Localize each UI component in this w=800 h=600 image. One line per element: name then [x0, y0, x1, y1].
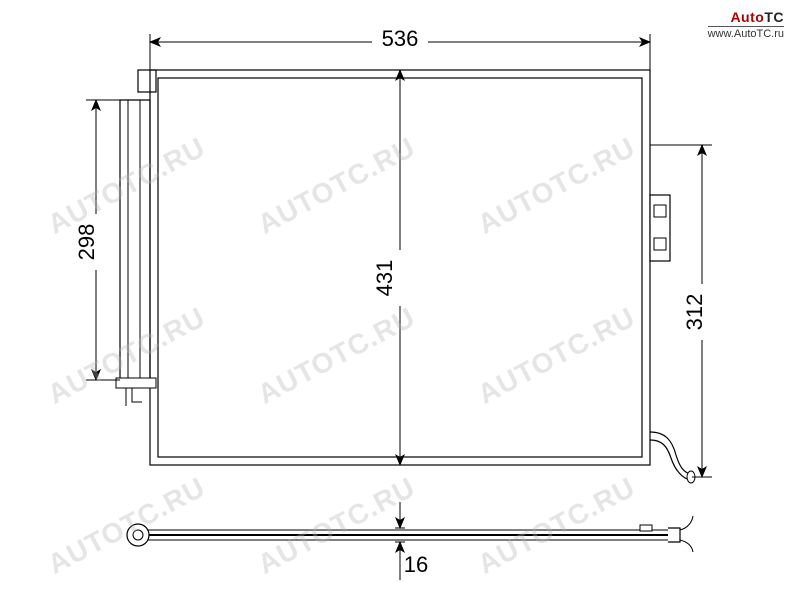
brand-logo: AutoTC www.AutoTC.ru — [708, 10, 784, 40]
dim-right-side: 312 — [682, 294, 707, 331]
front-view — [116, 70, 695, 483]
dim-left-side: 298 — [74, 224, 99, 261]
dim-height-mid: 431 — [372, 260, 397, 297]
logo-tc: TC — [764, 9, 784, 25]
side-view — [127, 516, 693, 552]
dimensions: 536 431 298 312 16 — [74, 26, 714, 580]
drawing-canvas: 536 431 298 312 16 — [0, 0, 800, 600]
dim-width-top: 536 — [382, 26, 419, 51]
logo-url: www.AutoTC.ru — [708, 29, 784, 40]
dim-thickness: 16 — [404, 552, 428, 577]
logo-auto: Auto — [730, 9, 764, 25]
